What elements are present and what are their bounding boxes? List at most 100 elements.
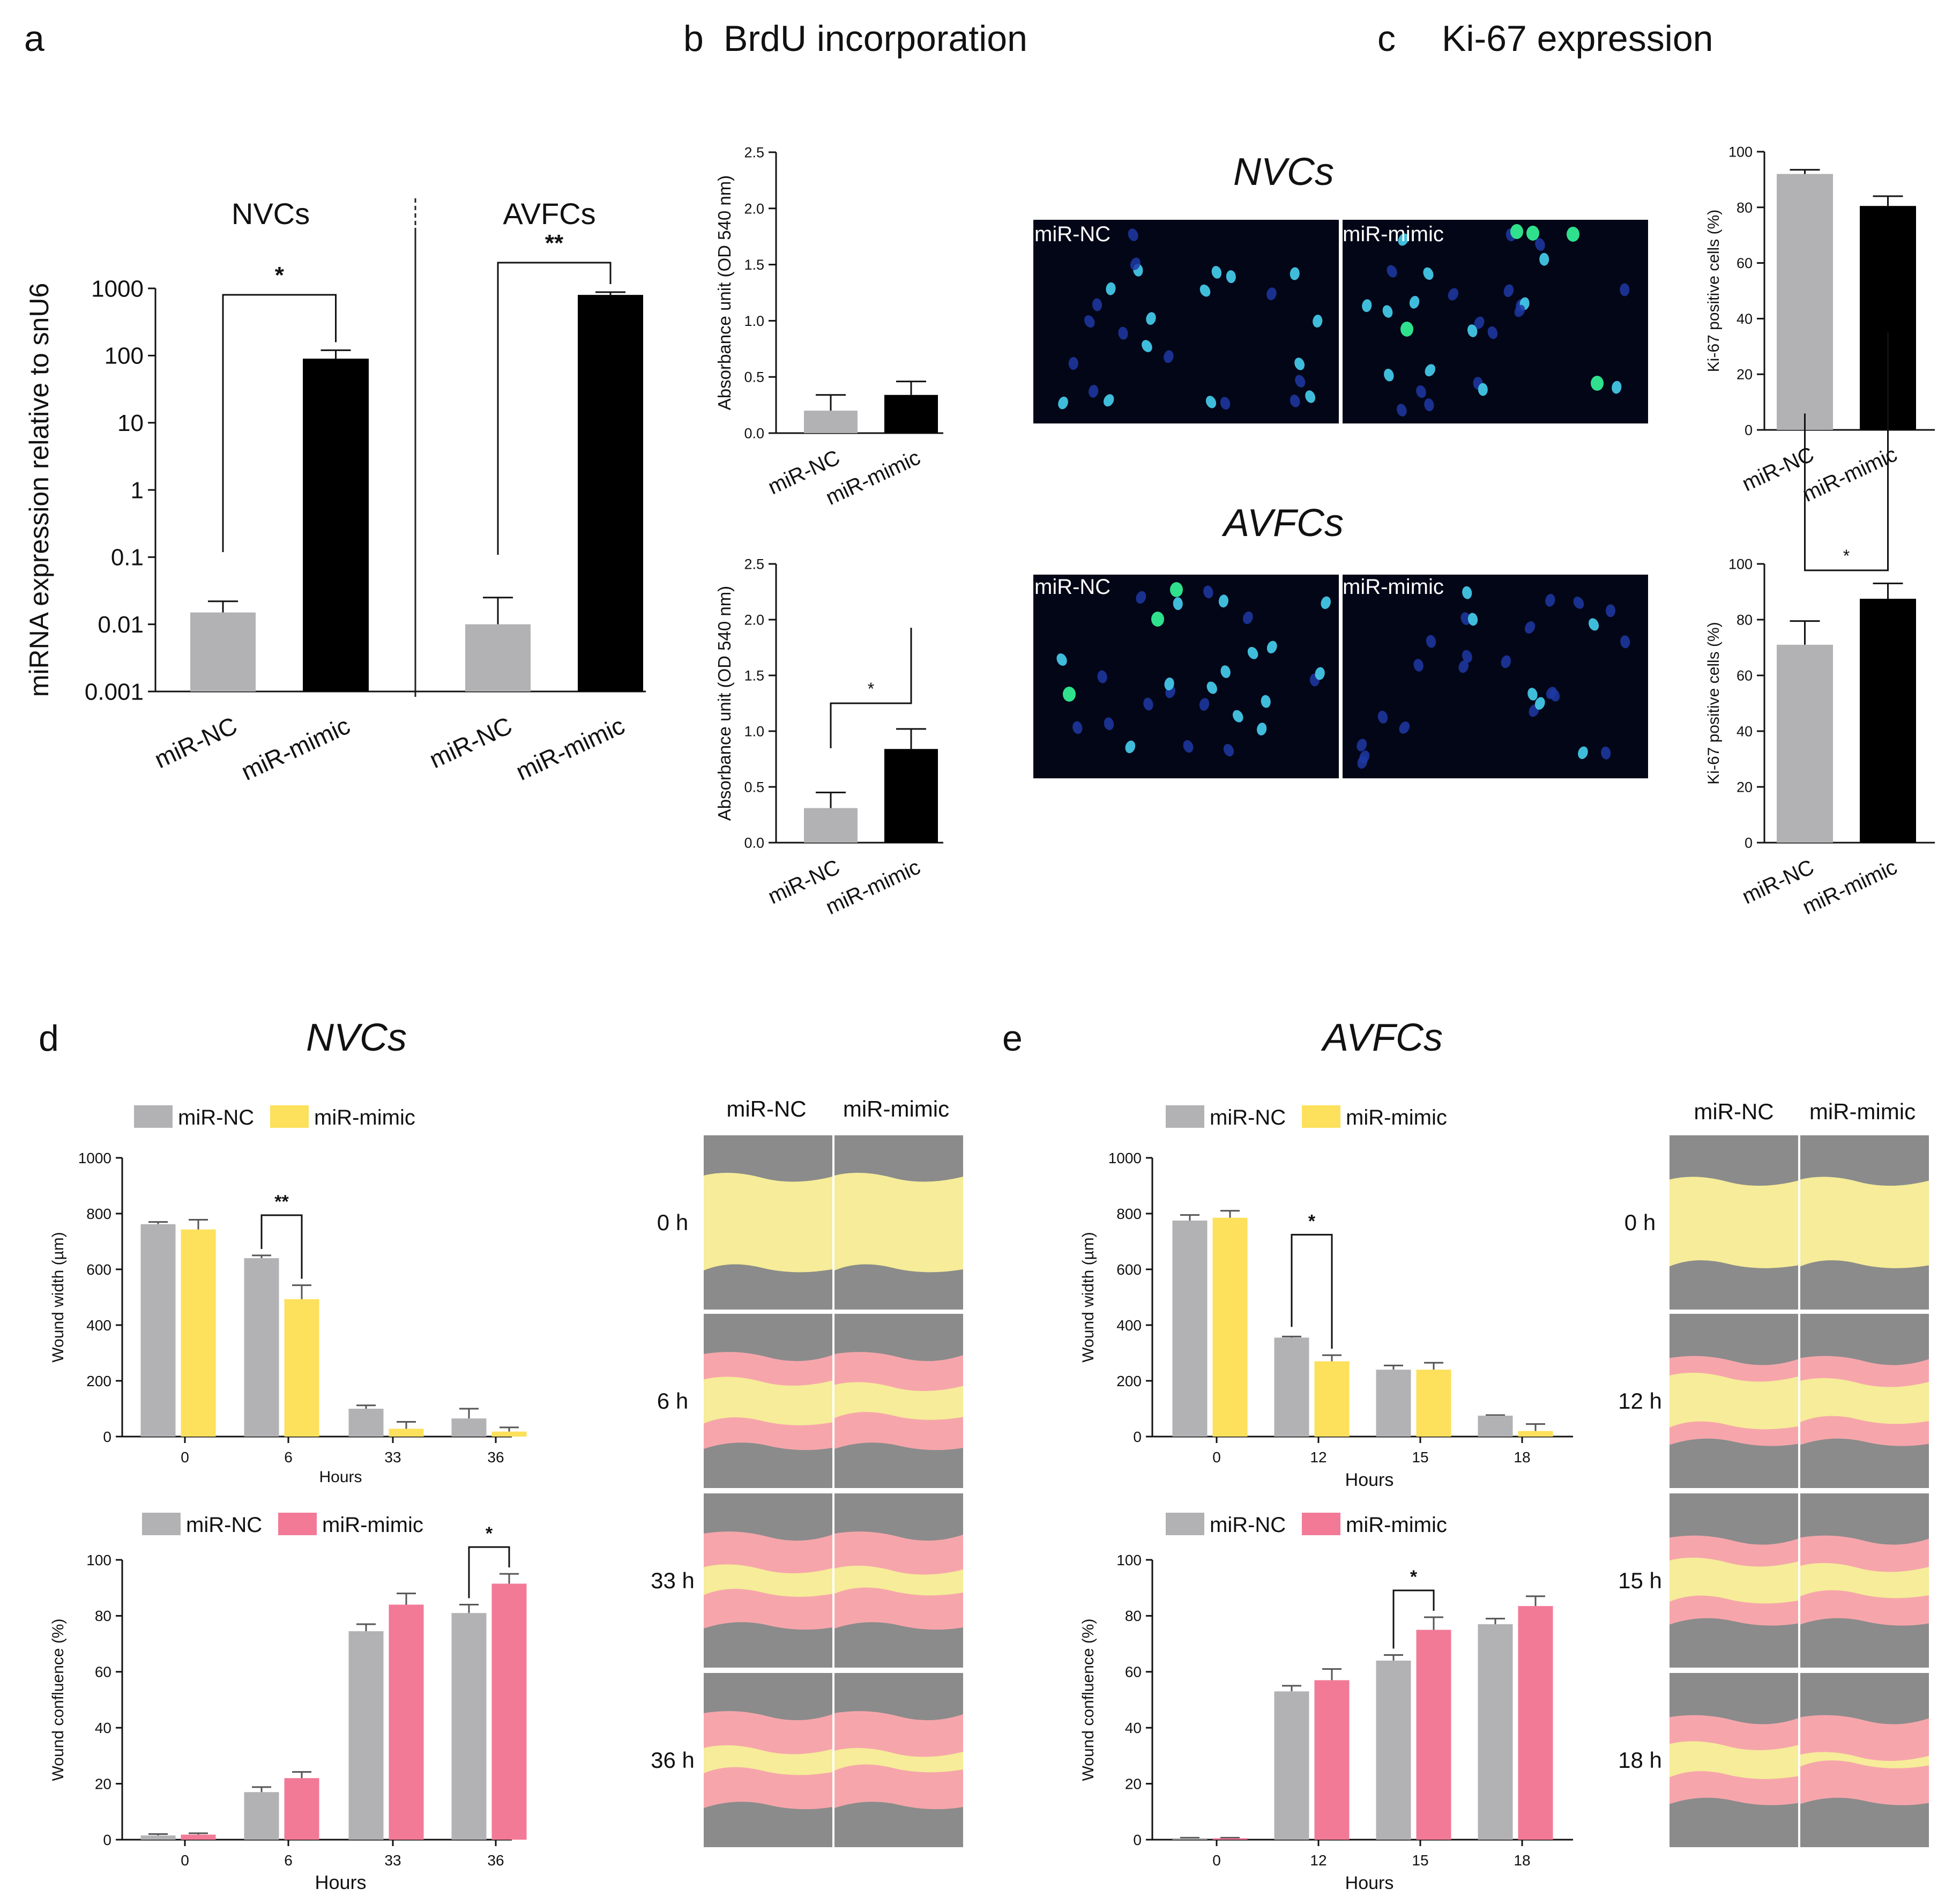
bar-a-miR-NC (465, 624, 531, 691)
chart-d1: 0 200 400 600 800 1000 Wound width (µm) Hours 0 6… (49, 1105, 527, 1486)
y-tick-label-e2: 0 (1133, 1832, 1142, 1848)
nucleus (1588, 618, 1599, 631)
nucleus (1409, 295, 1420, 309)
x-tick-label-a: miR-NC (150, 711, 241, 774)
x-tick-label-a: miR-NC (425, 711, 516, 774)
y-axis-label-d1: Wound width (µm) (49, 1232, 67, 1362)
bar-b2-miR-NC (804, 808, 858, 843)
wound-area-current (704, 1745, 832, 1775)
bar-e1-miR-mimic-15 (1416, 1370, 1451, 1437)
nucleus (1313, 315, 1323, 328)
y-tick-label-c2: 80 (1737, 612, 1753, 628)
nucleus (1545, 593, 1555, 607)
nucleus (1226, 270, 1236, 284)
bar-e2-miR-NC-18 (1478, 1624, 1513, 1840)
nucleus (1357, 756, 1368, 769)
nucleus (1357, 739, 1367, 752)
wound-area-current (1670, 1741, 1798, 1779)
y-tick-label-a: 1000 (91, 276, 144, 302)
x-tick-label-e1: 0 (1212, 1449, 1221, 1466)
y-tick-label-a: 100 (105, 343, 144, 369)
y-tick-label-c1: 80 (1737, 199, 1753, 215)
significance-label-a: * (275, 262, 285, 288)
y-tick-label-c2: 20 (1737, 779, 1753, 795)
nucleus (1612, 381, 1622, 394)
bar-a-miR-mimic (303, 359, 369, 691)
y-tick-label-b2: 0.5 (744, 779, 764, 795)
nucleus (1266, 641, 1277, 653)
nucleus (1295, 375, 1306, 388)
y-tick-label-b2: 1.5 (744, 667, 764, 683)
x-tick-label-e1: 18 (1514, 1449, 1530, 1466)
bar-d2-miR-NC-36 (451, 1613, 487, 1840)
bar-c2-miR-mimic (1860, 599, 1916, 843)
ki67-positive-nucleus (1567, 227, 1579, 242)
legend-label-d1: miR-mimic (314, 1106, 415, 1129)
significance-label-e1: * (1308, 1211, 1316, 1231)
x-tick-label-d1: 36 (487, 1449, 504, 1466)
nucleus (1620, 635, 1630, 649)
wound-d-time-2: 33 h (651, 1568, 695, 1593)
nucleus (1448, 288, 1459, 301)
nucleus (1056, 653, 1067, 666)
y-axis-label-b2: Absorbance unit (OD 540 nm) (714, 586, 734, 821)
nucleus (1460, 612, 1471, 625)
y-tick-label-a: 1 (131, 477, 144, 503)
panel-letter-d: d (39, 1018, 59, 1059)
nucleus (1266, 287, 1277, 301)
y-tick-label-e1: 1000 (1108, 1150, 1142, 1166)
y-tick-label-b2: 2.0 (744, 612, 764, 628)
y-axis-label-e2: Wound confluence (%) (1079, 1619, 1097, 1781)
significance-bracket-e2 (1392, 1589, 1435, 1649)
y-tick-label-d1: 800 (86, 1206, 111, 1222)
wound-d-col2: miR-mimic (843, 1096, 949, 1121)
wound-images (704, 1135, 1929, 1847)
bar-d1-miR-mimic-36 (491, 1431, 527, 1437)
wound-d-col1: miR-NC (726, 1096, 806, 1121)
nucleus (1546, 687, 1557, 700)
nucleus (1089, 384, 1099, 398)
bar-e2-miR-mimic-15 (1416, 1630, 1451, 1840)
y-axis-label-e1: Wound width (µm) (1079, 1232, 1097, 1362)
x-tick-label-d2: 33 (384, 1852, 401, 1869)
nucleus (1058, 396, 1068, 410)
bar-d1-miR-mimic-33 (389, 1429, 424, 1437)
nucleus (1136, 591, 1146, 604)
nucleus (1097, 670, 1107, 683)
wound-area-current (834, 1172, 963, 1273)
y-axis-label-a: miRNA expression relative to snU6 (24, 283, 54, 697)
bar-e2-miR-NC-0 (1172, 1838, 1208, 1840)
ki67-positive-nucleus (1063, 687, 1076, 702)
y-tick-label-d2: 80 (95, 1608, 111, 1624)
nucleus (1130, 257, 1141, 270)
nucleus (1462, 586, 1472, 599)
nucleus (1534, 697, 1545, 710)
nucleus (1128, 228, 1138, 241)
significance-label-e2: * (1410, 1567, 1418, 1587)
bar-d2-miR-NC-6 (244, 1792, 279, 1840)
ki67-positive-nucleus (1510, 224, 1523, 239)
nucleus (1539, 252, 1549, 266)
nucleus (1092, 298, 1102, 311)
nucleus (1423, 267, 1434, 280)
bar-d1-miR-mimic-6 (284, 1299, 319, 1437)
bar-d2-miR-NC-33 (348, 1631, 384, 1840)
legend-swatch-e2 (1302, 1513, 1340, 1535)
nucleus (1206, 681, 1217, 694)
bar-d2-miR-mimic-0 (181, 1834, 216, 1840)
x-axis-label-d2: Hours (315, 1871, 366, 1893)
nucleus (1305, 390, 1316, 403)
nucleus (1606, 604, 1616, 618)
panel-title-b: BrdU incorporation (724, 18, 1027, 59)
wound-area-current (1800, 1563, 1929, 1598)
y-tick-label-d1: 200 (86, 1373, 111, 1389)
bar-e1-miR-NC-15 (1376, 1370, 1411, 1437)
y-tick-label-c1: 100 (1728, 144, 1753, 160)
nucleus (1143, 697, 1153, 711)
bar-e2-miR-mimic-18 (1518, 1606, 1553, 1840)
micro-nvcs-label-right: miR-mimic (1343, 222, 1444, 246)
y-tick-label-d1: 0 (103, 1429, 111, 1445)
bar-d1-miR-NC-6 (244, 1258, 279, 1437)
y-tick-label-c1: 40 (1737, 311, 1753, 327)
